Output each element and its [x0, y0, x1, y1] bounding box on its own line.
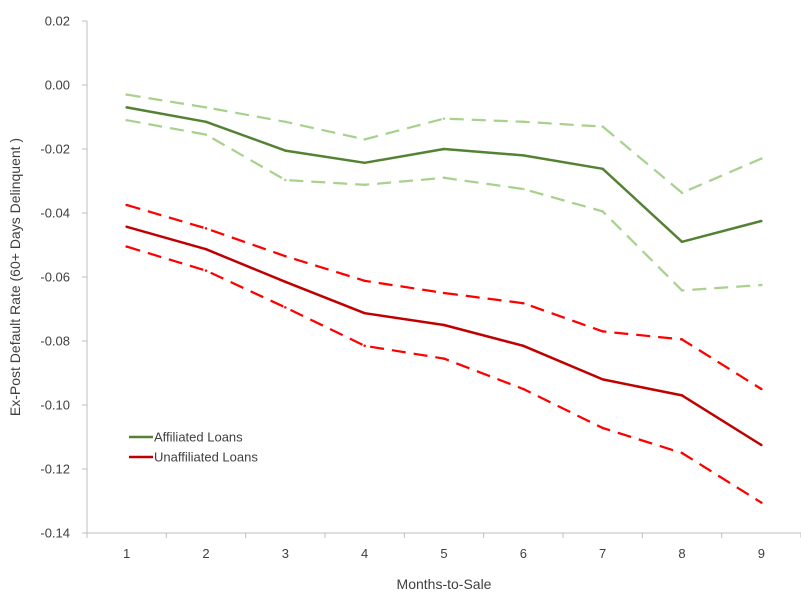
- data-point: [125, 245, 128, 248]
- x-axis-title: Months-to-Sale: [397, 576, 492, 592]
- data-point: [760, 283, 763, 287]
- data-point: [363, 344, 366, 348]
- data-point: [522, 387, 525, 391]
- x-tick-label: 7: [599, 546, 606, 561]
- data-point: [522, 344, 525, 348]
- y-tick-label: -0.10: [40, 398, 70, 413]
- data-point: [125, 93, 128, 96]
- data-point: [284, 306, 287, 309]
- data-point: [284, 280, 287, 284]
- series-line-1-ci_upper: [126, 93, 762, 194]
- data-point: [125, 118, 128, 122]
- data-point: [442, 147, 446, 151]
- data-point: [522, 154, 525, 157]
- data-point: [680, 451, 684, 455]
- y-tick-label: -0.08: [40, 334, 70, 349]
- data-point: [601, 210, 604, 213]
- x-tick-label: 9: [758, 546, 765, 561]
- data-point: [204, 120, 208, 124]
- data-point: [680, 289, 684, 292]
- legend-label: Affiliated Loans: [154, 430, 243, 445]
- legend-label: Unaffiliated Loans: [154, 450, 258, 465]
- data-point: [680, 394, 684, 397]
- chart-legend: Affiliated Loans Unaffiliated Loans: [129, 430, 258, 465]
- data-point: [760, 219, 763, 223]
- x-tick-label: 5: [440, 546, 447, 561]
- y-tick-label: -0.06: [40, 270, 70, 285]
- chart-axes: [82, 20, 801, 538]
- data-point: [522, 301, 525, 305]
- data-point: [204, 133, 208, 136]
- data-point: [363, 311, 366, 315]
- data-point: [284, 178, 287, 182]
- tick-labels: 0.02 0.00 -0.02 -0.04 -0.06 -0.08 -0.10 -0.12 -0…: [40, 14, 765, 562]
- data-point: [522, 187, 525, 191]
- x-tick-label: 2: [202, 546, 209, 561]
- data-point: [125, 203, 128, 207]
- data-point: [204, 247, 208, 251]
- series-line-4-ci_upper: [126, 203, 762, 390]
- data-point: [363, 161, 366, 165]
- data-point: [601, 125, 604, 128]
- data-point: [601, 378, 604, 381]
- series-line-2-ci_lower: [126, 119, 762, 292]
- data-point: [284, 120, 287, 124]
- data-point: [442, 176, 446, 180]
- data-point: [760, 387, 763, 391]
- x-tick-label: 6: [520, 546, 527, 561]
- data-point: [442, 357, 446, 360]
- data-point: [680, 191, 684, 195]
- data-point: [760, 157, 763, 160]
- data-point: [760, 501, 763, 504]
- y-axis-title: Ex-Post Default Rate (60+ Days Delinquen…: [7, 138, 23, 416]
- y-tick-label: -0.02: [40, 142, 70, 157]
- data-point: [680, 338, 684, 341]
- data-point: [601, 426, 604, 430]
- y-tick-label: 0.00: [45, 78, 70, 93]
- data-point: [284, 149, 287, 152]
- data-point: [442, 117, 446, 120]
- data-point: [125, 225, 128, 229]
- data-point: [204, 227, 208, 230]
- data-point: [601, 330, 604, 333]
- data-point: [442, 323, 446, 327]
- series-layer: [125, 93, 763, 504]
- series-line-0-estimate: [126, 106, 762, 244]
- data-point: [363, 279, 366, 283]
- data-point: [204, 106, 208, 109]
- series-line-3-estimate: [126, 225, 762, 447]
- data-point: [601, 167, 604, 171]
- x-tick-label: 8: [678, 546, 685, 561]
- data-point: [125, 106, 128, 109]
- y-tick-label: 0.02: [45, 14, 70, 29]
- data-point: [284, 254, 287, 258]
- data-point: [442, 291, 446, 295]
- data-point: [522, 120, 525, 124]
- data-point: [760, 443, 763, 447]
- x-tick-label: 1: [123, 546, 130, 561]
- y-tick-label: -0.04: [40, 206, 70, 221]
- data-point: [204, 269, 208, 272]
- data-point: [363, 138, 366, 141]
- data-point: [363, 183, 366, 187]
- x-tick-label: 3: [282, 546, 289, 561]
- x-tick-label: 4: [361, 546, 368, 561]
- y-tick-label: -0.12: [40, 462, 70, 477]
- data-point: [680, 240, 684, 244]
- y-tick-label: -0.14: [40, 526, 70, 541]
